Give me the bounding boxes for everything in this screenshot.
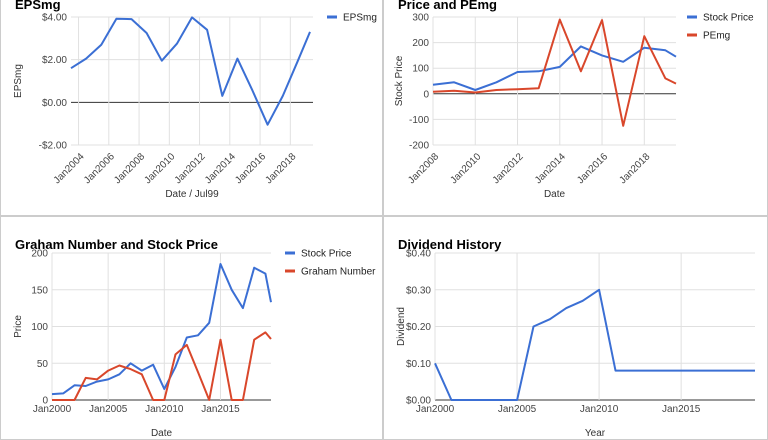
y-tick-label: 200: [412, 38, 429, 49]
x-axis-title: Date: [151, 428, 173, 439]
epsmg-line: [70, 16, 311, 126]
legend-label: Graham Number: [301, 267, 376, 278]
y-tick-label: $0.20: [406, 322, 431, 333]
legend-label: PEmg: [703, 31, 730, 42]
chart-title: Dividend History: [398, 237, 502, 252]
y-tick-label: 0: [423, 89, 429, 100]
y-tick-label: $2.00: [42, 55, 67, 66]
x-tick-label: Jan2014: [533, 151, 568, 186]
y-tick-label: $0.30: [406, 285, 431, 296]
y-tick-label: 300: [412, 13, 429, 24]
x-tick-label: Jan2012: [491, 151, 526, 186]
pemg-line: [432, 18, 677, 127]
chart-title: Price and PEmg: [398, 0, 497, 12]
y-tick-label: 100: [412, 64, 429, 75]
x-tick-label: Jan2000: [33, 404, 72, 415]
y-axis-title: Dividend: [396, 307, 407, 346]
x-tick-label: Jan2006: [82, 151, 117, 186]
y-axis-title: EPSmg: [13, 64, 24, 98]
y-tick-label: 150: [31, 285, 48, 296]
y-tick-label: -200: [409, 141, 429, 152]
dividend-chart: Dividend History $0.00 $0.10 $0.20 $0.30 $0.4…: [396, 237, 755, 439]
stock-price-line: [432, 45, 677, 91]
y-tick-label: -$2.00: [39, 141, 68, 152]
x-tick-label: Jan2016: [233, 151, 268, 186]
y-tick-label: $0.10: [406, 359, 431, 370]
legend-label: Stock Price: [703, 13, 754, 24]
x-axis-title: Date: [544, 189, 566, 200]
x-tick-label: Jan2000: [416, 404, 455, 415]
y-tick-label: 50: [37, 359, 49, 370]
x-tick-label: Jan2018: [618, 151, 653, 186]
chart-title: Graham Number and Stock Price: [15, 237, 218, 252]
x-tick-label: Jan2005: [498, 404, 537, 415]
y-tick-label: -100: [409, 115, 429, 126]
x-axis-title: Date / Jul99: [165, 189, 219, 200]
x-tick-label: Jan2012: [173, 151, 208, 186]
x-tick-label: Jan2010: [580, 404, 619, 415]
x-tick-label: Jan2015: [201, 404, 240, 415]
epsmg-chart: EPSmg -$2.00 $0.00 $2.00 $4.00 Jan2004Jan2006…: [13, 0, 377, 200]
x-tick-label: Jan2015: [662, 404, 701, 415]
y-tick-label: $0.40: [406, 249, 431, 260]
x-tick-label: Jan2004: [52, 151, 87, 186]
chart-title: EPSmg: [15, 0, 61, 12]
y-axis-title: Stock Price: [394, 55, 405, 106]
x-tick-label: Jan2008: [112, 151, 147, 186]
x-tick-label: Jan2010: [448, 151, 483, 186]
x-axis-title: Year: [585, 428, 606, 439]
chart-panel-dividend: Dividend History $0.00 $0.10 $0.20 $0.30 $0.4…: [383, 216, 768, 440]
chart-panel-graham: Graham Number and Stock Price 0 50 100 150 20…: [0, 216, 383, 440]
stock-price-line: [51, 263, 272, 396]
x-tick-label: Jan2014: [203, 151, 238, 186]
legend-label: EPSmg: [343, 13, 377, 24]
x-tick-label: Jan2010: [145, 404, 184, 415]
x-tick-label: Jan2018: [264, 151, 299, 186]
chart-panel-price-pemg: Price and PEmg -200 -100 0 100 200 300 Jan2008 J…: [383, 0, 768, 216]
chart-panel-epsmg: EPSmg -$2.00 $0.00 $2.00 $4.00 Jan2004 Jan2006…: [0, 0, 383, 216]
x-tick-label: Jan2008: [406, 151, 441, 186]
y-tick-label: $0.00: [406, 396, 431, 407]
x-tick-label: Jan2016: [575, 151, 610, 186]
x-tick-label: Jan2005: [89, 404, 128, 415]
graham-chart: Graham Number and Stock Price 0 50 100 150 20…: [13, 237, 376, 439]
y-tick-label: 100: [31, 322, 48, 333]
y-tick-label: $4.00: [42, 13, 67, 24]
y-tick-label: 0: [42, 396, 48, 407]
y-axis-title: Price: [13, 315, 24, 338]
y-tick-label: 200: [31, 249, 48, 260]
graham-number-line: [52, 331, 272, 401]
legend-label: Stock Price: [301, 249, 352, 260]
x-tick-label: Jan2010: [143, 151, 178, 186]
series-line: [434, 288, 755, 401]
y-tick-label: $0.00: [42, 98, 67, 109]
